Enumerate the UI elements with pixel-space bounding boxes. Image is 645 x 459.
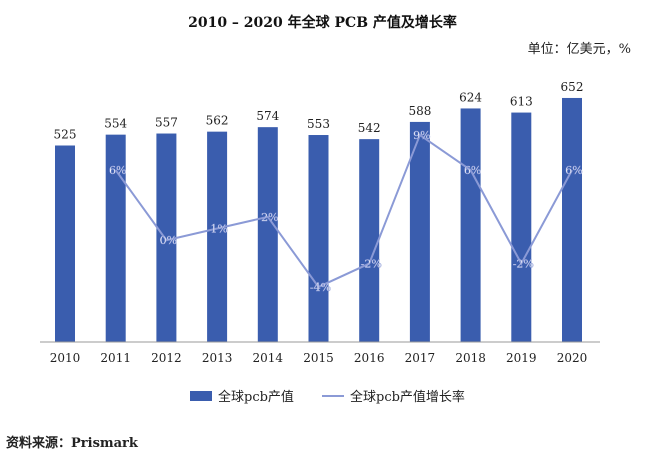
x-tick-2011: 2011 — [100, 351, 131, 365]
bar-2012 — [156, 133, 177, 342]
x-tick-2013: 2013 — [202, 351, 233, 365]
growth-line-layer — [114, 133, 573, 289]
bar-label-2014: 574 — [256, 109, 279, 123]
growth-label-2014: 2% — [261, 211, 278, 224]
source-note: 资料来源：Prismark — [6, 436, 138, 451]
legend-label-value: 全球pcb产值 — [218, 390, 294, 405]
bars-layer — [55, 97, 582, 343]
bar-2019 — [511, 112, 532, 342]
bar-label-2019: 613 — [510, 95, 533, 109]
legend-line-swatch — [322, 394, 344, 397]
bar-2013 — [207, 131, 228, 342]
x-tick-2018: 2018 — [455, 351, 486, 365]
bar-2017 — [409, 121, 430, 342]
bar-2018 — [460, 108, 481, 343]
bar-2015 — [308, 135, 329, 342]
x-tick-2010: 2010 — [50, 351, 81, 365]
bar-label-2010: 525 — [54, 128, 77, 142]
x-tick-2019: 2019 — [506, 351, 537, 365]
bar-label-2020: 652 — [561, 80, 584, 94]
chart-title: 2010 – 2020 年全球 PCB 产值及增长率 — [188, 15, 457, 31]
x-tick-2015: 2015 — [303, 351, 334, 365]
growth-label-2012: 0% — [160, 234, 177, 247]
growth-label-2020: 6% — [565, 164, 582, 177]
growth-label-2011: 6% — [109, 164, 126, 177]
x-tick-2014: 2014 — [253, 351, 284, 365]
bar-2010 — [55, 145, 75, 342]
growth-label-2015: -4% — [310, 281, 331, 294]
bar-2011 — [105, 134, 126, 342]
x-axis: 2010 2011 2012 2013 2014 2015 2016 2017 2018 2019… — [40, 341, 600, 365]
bar-label-2015: 553 — [307, 117, 330, 131]
bar-2016 — [359, 139, 380, 342]
x-tick-2012: 2012 — [151, 351, 182, 365]
growth-label-2019: -2% — [513, 258, 534, 271]
growth-label-2016: -2% — [361, 258, 382, 271]
legend-item-growth: 全球pcb产值增长率 — [322, 386, 465, 405]
bar-label-2012: 557 — [155, 116, 178, 130]
x-tick-2020: 2020 — [557, 351, 588, 365]
bar-label-2011: 554 — [104, 117, 127, 131]
growth-label-2018: 6% — [464, 164, 481, 177]
legend-item-value: 全球pcb产值 — [190, 386, 294, 405]
chart-canvas: 525 554 557 562 574 553 542 588 624 613 652 6% 0% 1% 2… — [40, 80, 600, 365]
legend: 全球pcb产值 全球pcb产值增长率 — [0, 386, 645, 408]
bar-label-2018: 624 — [459, 90, 482, 104]
growth-line — [114, 133, 573, 289]
x-tick-2017: 2017 — [405, 351, 436, 365]
bar-label-2017: 588 — [408, 104, 431, 118]
legend-bar-swatch — [190, 390, 212, 401]
growth-label-2017: 9% — [413, 129, 430, 142]
bar-2020 — [562, 97, 582, 342]
legend-label-growth: 全球pcb产值增长率 — [350, 390, 465, 405]
labels-layer: 525 554 557 562 574 553 542 588 624 613 652 6% 0% 1% 2… — [54, 80, 584, 294]
growth-label-2013: 1% — [210, 223, 227, 236]
bar-label-2013: 562 — [206, 114, 229, 128]
x-tick-2016: 2016 — [354, 351, 385, 365]
unit-label: 单位：亿美元，% — [527, 42, 631, 57]
bar-2014 — [257, 127, 278, 342]
bar-label-2016: 542 — [358, 121, 381, 135]
